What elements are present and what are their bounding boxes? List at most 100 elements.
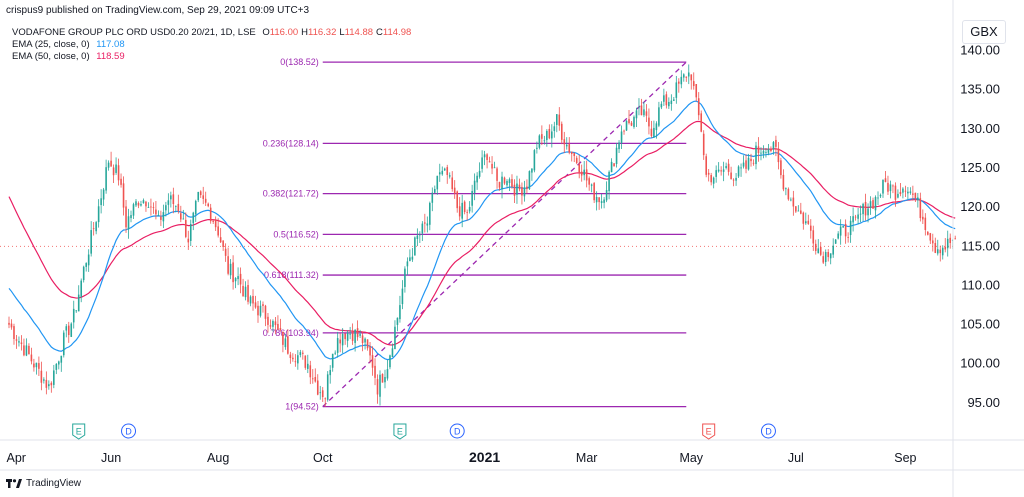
ema-25-line — [8, 100, 956, 361]
candle-body — [508, 179, 511, 184]
candle-body — [329, 369, 332, 376]
candle-body — [371, 355, 374, 368]
candle-body — [284, 338, 287, 348]
tradingview-footer[interactable]: TradingView — [6, 478, 81, 489]
dividend-marker-icon[interactable] — [121, 423, 137, 439]
candle-body — [85, 263, 87, 267]
candle-body — [954, 238, 956, 240]
candle-body — [456, 191, 458, 209]
candle-body — [673, 99, 675, 101]
dividend-marker-icon[interactable] — [449, 423, 465, 439]
candle-body — [438, 172, 441, 175]
ema-25-legend[interactable]: EMA (25, close, 0) 117.08 — [12, 39, 125, 50]
candle-body — [640, 105, 643, 116]
earnings-marker-icon[interactable] — [702, 423, 716, 440]
candle-body — [927, 231, 929, 235]
candle-body — [767, 148, 770, 153]
candle-body — [595, 196, 598, 203]
candle-body — [523, 187, 526, 197]
candle-body — [797, 210, 800, 212]
candle-body — [324, 398, 327, 400]
ema-25-path — [8, 100, 956, 361]
candle-body — [518, 184, 521, 190]
time-tick-label: Sep — [894, 451, 916, 465]
candle-body — [513, 184, 516, 196]
ohlc-c-label: C — [376, 27, 383, 38]
candle-body — [321, 390, 324, 398]
price-tick-label: 120.00 — [960, 199, 1000, 214]
candle-body — [854, 216, 857, 218]
candle-body — [232, 262, 234, 283]
candle-body — [10, 323, 13, 328]
earnings-marker-icon[interactable] — [393, 423, 407, 440]
candle-body — [573, 152, 576, 157]
candle-body — [546, 130, 548, 141]
time-tick-label: Jun — [101, 451, 121, 465]
price-tick-label: 100.00 — [960, 356, 1000, 371]
candle-body — [336, 338, 339, 353]
candle-body — [453, 187, 456, 194]
candle-body — [8, 322, 10, 325]
fib-level-label: 0(138.52) — [280, 57, 319, 67]
ohlc-l-value: 114.88 — [344, 27, 374, 38]
symbol-legend[interactable]: VODAFONE GROUP PLC ORD USD0.20 20/21, 1D… — [12, 27, 411, 38]
candle-body — [653, 127, 655, 138]
price-tick-label: 95.00 — [967, 395, 1000, 410]
candle-body — [351, 331, 354, 341]
dividend-marker-icon[interactable] — [760, 423, 776, 439]
candle-body — [727, 163, 730, 172]
candle-body — [829, 253, 832, 259]
candle-body — [314, 376, 317, 382]
candle-body — [102, 189, 105, 200]
candle-body — [212, 220, 214, 222]
candle-body — [635, 110, 638, 119]
candle-body — [187, 238, 190, 243]
event-marker-letter: D — [765, 427, 772, 437]
candle-body — [65, 326, 68, 331]
candle-body — [364, 338, 366, 343]
candle-body — [202, 195, 205, 199]
event-marker-letter: E — [397, 427, 403, 437]
currency-button[interactable]: GBX — [962, 20, 1006, 44]
candle-body — [516, 183, 518, 195]
candle-body — [633, 116, 635, 128]
candle-body — [267, 316, 269, 325]
candle-body — [680, 76, 683, 85]
candle-body — [67, 325, 70, 335]
earnings-marker-icon[interactable] — [72, 423, 86, 440]
candle-body — [48, 384, 50, 387]
candle-body — [730, 172, 732, 179]
candle-body — [931, 240, 934, 244]
candle-body — [140, 204, 142, 206]
candle-body — [100, 198, 102, 206]
candle-body — [204, 198, 207, 203]
time-tick-label: May — [679, 451, 703, 465]
candle-body — [777, 148, 780, 163]
candle-body — [782, 174, 785, 190]
candle-body — [922, 216, 924, 220]
candle-body — [142, 200, 145, 204]
ema-50-legend[interactable]: EMA (50, close, 0) 118.59 — [12, 51, 125, 62]
time-tick-label: Aug — [207, 451, 229, 465]
candle-body — [476, 175, 478, 183]
candle-body — [110, 160, 112, 167]
candle-body — [936, 249, 939, 254]
candle-body — [224, 248, 227, 256]
candle-body — [23, 345, 25, 356]
candle-body — [87, 254, 90, 266]
candle-body — [72, 308, 75, 323]
candle-body — [331, 353, 334, 368]
time-axis[interactable]: Apr Jun Aug Oct 2021 Mar May Jul Sep — [0, 439, 1024, 471]
price-axis[interactable]: 95.00 100.00 105.00 110.00 115.00 120.00 125.0… — [952, 0, 1000, 497]
candle-body — [97, 206, 100, 223]
candle-body — [697, 98, 700, 116]
fibonacci-retracement[interactable]: 0(138.52) 0.236(128.14) 0.382(121.72) 0.5(1… — [263, 57, 687, 412]
ohlc-o-value: 116.00 — [269, 27, 299, 38]
candle-body — [359, 334, 361, 336]
candle-body — [762, 150, 765, 154]
candle-body — [431, 192, 434, 203]
candle-body — [478, 170, 481, 177]
candle-body — [80, 280, 83, 297]
